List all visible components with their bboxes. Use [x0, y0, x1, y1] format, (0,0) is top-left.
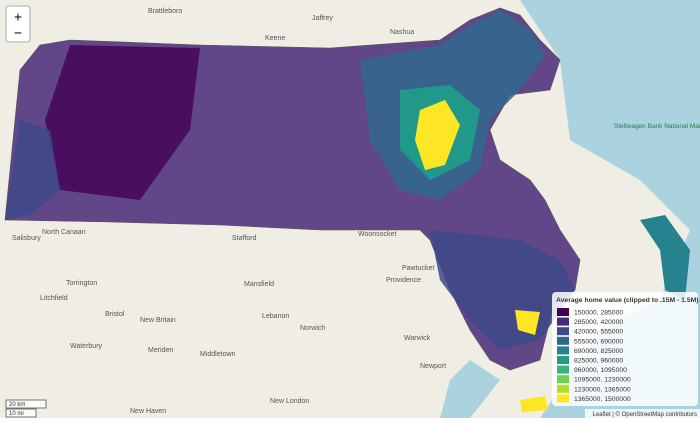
place-label: North Canaan [42, 229, 86, 236]
legend-label: 555000, 690000 [574, 338, 623, 345]
place-label: Newport [420, 363, 446, 370]
legend-label: 690000, 825000 [574, 348, 623, 355]
legend-swatch [557, 336, 569, 345]
place-label: Jaffrey [312, 15, 333, 22]
legend-swatch [557, 327, 569, 336]
zoom-in[interactable]: + [14, 9, 22, 25]
region-south [430, 230, 575, 350]
attribution: Leaflet | © OpenStreetMap contributors [593, 411, 697, 418]
legend-label: 825000, 960000 [574, 358, 623, 365]
place-label: New Haven [130, 408, 166, 415]
place-label: Warwick [404, 335, 431, 342]
place-label: Litchfield [40, 295, 68, 302]
legend-swatch [557, 375, 569, 384]
place-label: Nashua [390, 29, 414, 36]
zoom-box [5, 5, 31, 43]
legend-swatch [557, 317, 569, 326]
region-west [45, 45, 200, 200]
legend-label: 420000, 555000 [574, 329, 623, 336]
legend-title: Average home value (clipped to .15M - 1.… [556, 297, 699, 304]
region-islands [515, 310, 540, 335]
place-label: Mansfield [244, 281, 274, 288]
legend-swatch [557, 308, 569, 316]
place-label: Meriden [148, 347, 173, 354]
bay [440, 360, 500, 418]
place-label: New London [270, 398, 309, 405]
place-label: Lebanon [262, 313, 289, 320]
region-nantucket [520, 396, 548, 412]
attribution-box [585, 409, 700, 418]
place-label: Woonsocket [358, 231, 396, 238]
place-label: Keene [265, 35, 285, 42]
place-label: Bristol [105, 311, 125, 318]
legend-label: 960000, 1095000 [574, 367, 627, 374]
place-label: Waterbury [70, 343, 103, 350]
place-label: Middletown [200, 351, 236, 358]
legend: Average home value (clipped to .15M - 1.… [552, 292, 699, 406]
region-berkshire [5, 120, 60, 220]
scale-mi [5, 408, 37, 418]
place-label: Stafford [232, 235, 256, 242]
legend-label: 1365000, 1500000 [574, 396, 631, 403]
legend-swatch [557, 365, 569, 374]
scale-bar: 20 km 10 mi [5, 399, 47, 418]
legend-box [552, 292, 698, 406]
legend-label: 1095000, 1230000 [574, 377, 631, 384]
place-label: New Britain [140, 317, 176, 324]
place-label: Salisbury [12, 235, 41, 242]
place-label: Brattleboro [148, 8, 182, 15]
legend-label: 1230000, 1365000 [574, 386, 631, 393]
place-labels: Brattleboro Keene Jaffrey Nashua North Canaa… [12, 8, 700, 415]
place-label: Norwich [300, 325, 325, 332]
zoom-out[interactable]: − [14, 25, 22, 41]
place-label: Stellwagen Bank National Marine Sanctuar… [614, 123, 700, 130]
zoom-control: + − [5, 5, 31, 43]
legend-swatch [557, 394, 569, 403]
scale-km [5, 399, 47, 409]
place-label: Torrington [66, 280, 97, 287]
place-label: Providence [386, 277, 421, 284]
legend-label: 285000, 420000 [574, 319, 623, 326]
legend-swatch [557, 384, 569, 393]
place-label: Pawtucket [402, 265, 434, 272]
scale-label: 10 mi [9, 411, 24, 417]
legend-label: 150000, 285000 [574, 310, 623, 317]
legend-swatch [557, 346, 569, 355]
region-cape [640, 215, 690, 300]
legend-swatch [557, 356, 569, 364]
scale-label: 20 km [9, 402, 25, 408]
region-core [415, 100, 460, 170]
